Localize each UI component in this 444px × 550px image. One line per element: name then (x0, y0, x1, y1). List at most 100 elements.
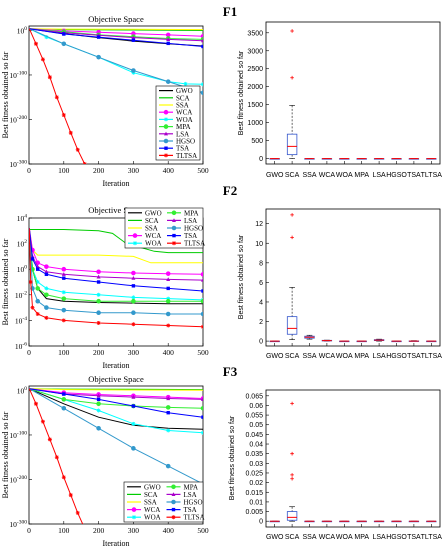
data-point-tsa (201, 415, 203, 419)
box-iqr (286, 511, 298, 521)
data-point-woa (201, 82, 203, 87)
y-tick-label: 1000 (247, 120, 263, 127)
series-group (29, 228, 203, 329)
data-point-hgso (96, 425, 101, 431)
y-axis-label: Best fitness obtained so far (1, 411, 10, 498)
y-tick-label: 1500 (247, 102, 263, 109)
data-point-tltsa (33, 41, 38, 46)
x-tick-label: WCA (319, 172, 336, 179)
data-point-hgso (131, 68, 136, 73)
data-point-hgso (200, 90, 203, 96)
y-tick-label: 10-300 (9, 160, 27, 170)
legend-marker-mpa (171, 210, 177, 216)
y-tick-label: 0.065 (245, 393, 263, 400)
data-point-woa (166, 296, 171, 301)
legend-label-sca: SCA (176, 94, 190, 102)
y-tick-label: 2 (259, 319, 263, 326)
box-gwo (269, 520, 280, 523)
box-ssa (304, 334, 315, 340)
y-tick-label: 100 (17, 26, 28, 36)
x-tick-label: 300 (128, 526, 140, 535)
data-point-hgso (96, 310, 101, 316)
x-tick-label: HGSO (386, 534, 407, 541)
box-sca (286, 29, 298, 159)
legend-label-woa: WOA (145, 240, 162, 248)
legend-marker-mpa (163, 124, 169, 129)
y-tick-label: 10-200 (9, 115, 27, 125)
x-tick-label: TLTSA (421, 534, 443, 541)
series-line-ssa (29, 28, 203, 31)
series-line-woa (29, 28, 203, 85)
data-point-lsa (44, 269, 49, 274)
box-wca (321, 520, 333, 523)
box-woa (339, 520, 350, 523)
data-point-tltsa (61, 318, 66, 323)
legend-label-sca: SCA (145, 217, 159, 225)
data-point-lsa (166, 37, 171, 41)
x-tick-label: 400 (163, 348, 175, 357)
y-tick-label: 0.05 (249, 422, 263, 429)
legend-label-tsa: TSA (176, 145, 189, 153)
data-point-tsa (166, 411, 170, 415)
legend-marker-lsa (171, 492, 176, 496)
box-ssa (304, 520, 315, 523)
data-point-lsa (201, 397, 203, 401)
data-point-tsa (36, 267, 40, 271)
data-point-hgso (61, 307, 67, 313)
data-point-lsa (131, 394, 136, 399)
y-tick-label: 0.06 (249, 403, 263, 410)
legend-label-gwo: GWO (176, 87, 193, 95)
y-tick-label: 4 (259, 299, 263, 306)
outlier-point (290, 213, 294, 217)
data-point-mpa (61, 296, 67, 301)
x-axis-label: Iteration (102, 179, 129, 188)
legend-marker-hgso (171, 225, 177, 231)
y-tick-label: 0.055 (245, 413, 263, 420)
y-tick-label: 0.045 (245, 432, 263, 439)
box-wca (321, 339, 333, 342)
data-point-tltsa (82, 162, 87, 164)
data-point-mpa (200, 298, 203, 304)
legend-label-gwo: GWO (145, 209, 162, 217)
series-line-ssa (29, 228, 203, 264)
data-point-hgso (61, 405, 67, 411)
data-point-mpa (131, 298, 136, 304)
y-tick-label: 0.02 (249, 480, 263, 487)
legend-marker-wca (163, 109, 169, 115)
x-tick-label: TSA (407, 172, 421, 179)
plot-area (265, 208, 441, 347)
y-axis-label: Best fitness obtained so far (1, 238, 10, 325)
legend-label-tsa: TSA (184, 506, 197, 514)
data-point-tsa (44, 272, 49, 277)
legend-label-mpa: MPA (184, 209, 199, 217)
legend-label-ssa: SSA (145, 225, 158, 233)
legend-marker-woa (132, 515, 136, 520)
legend-marker-lsa (172, 218, 176, 222)
x-tick-label: WCA (319, 353, 336, 360)
legend-marker-tltsa (171, 515, 176, 520)
data-point-lsa (96, 393, 101, 398)
data-point-tsa (96, 280, 101, 284)
box-tltsa (426, 520, 437, 523)
data-point-tsa (166, 41, 170, 46)
x-tick-label: 500 (197, 348, 209, 357)
x-tick-label: LSA (372, 353, 386, 360)
y-tick-label: 0.01 (249, 499, 263, 506)
x-tick-label: 0 (27, 526, 31, 535)
data-point-tsa (96, 397, 101, 402)
box-chart-f2: 0 2 4 6 8 10 12 GWO SCA SSA WCA WOA MPA LSA HGSO TSA TLT… (238, 208, 442, 360)
series-line-mpa (29, 28, 203, 40)
outlier-point (290, 476, 294, 481)
data-point-hgso (165, 463, 171, 469)
chart-title: Objective Space (88, 374, 144, 384)
y-tick-label: 10-4 (15, 316, 27, 326)
data-point-tltsa (75, 147, 80, 152)
x-tick-label: TLTSA (421, 172, 443, 179)
data-point-lsa (201, 38, 203, 43)
legend-marker-lsa (164, 131, 168, 136)
data-point-mpa (35, 286, 41, 291)
y-tick-label: 10-300 (9, 520, 27, 530)
